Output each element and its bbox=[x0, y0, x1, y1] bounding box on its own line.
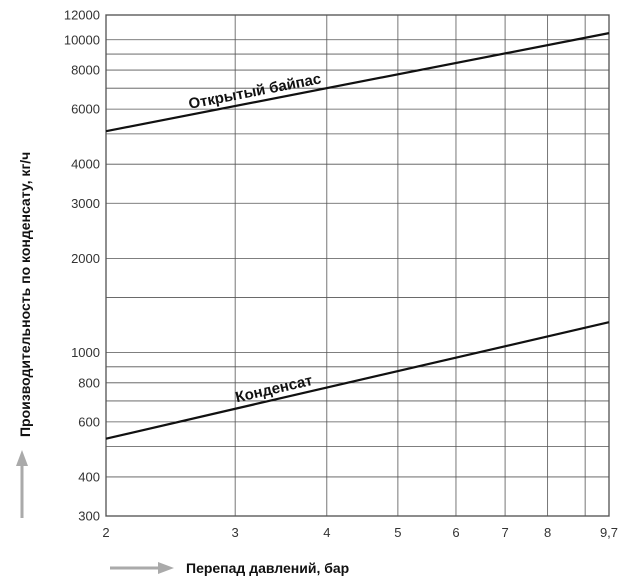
y-tick-label: 6000 bbox=[71, 102, 100, 117]
x-tick-label: 6 bbox=[452, 525, 459, 540]
x-tick-label: 3 bbox=[232, 525, 239, 540]
plot-frame bbox=[105, 14, 610, 517]
y-tick-label: 4000 bbox=[71, 157, 100, 172]
y-axis-title: Производительность по конденсату, кг/ч bbox=[17, 152, 33, 437]
y-tick-label: 800 bbox=[78, 375, 100, 390]
series-line bbox=[105, 321, 610, 440]
y-tick-label: 10000 bbox=[64, 32, 100, 47]
y-tick-label: 1000 bbox=[71, 345, 100, 360]
x-tick-label: 5 bbox=[394, 525, 401, 540]
x-tick-label: 2 bbox=[102, 525, 109, 540]
x-tick-label: 7 bbox=[501, 525, 508, 540]
y-tick-label: 8000 bbox=[71, 63, 100, 78]
y-tick-label: 400 bbox=[78, 469, 100, 484]
y-tick-label: 300 bbox=[78, 509, 100, 524]
y-axis-arrow-icon bbox=[16, 450, 28, 518]
x-tick-label: 8 bbox=[544, 525, 551, 540]
y-tick-label: 3000 bbox=[71, 196, 100, 211]
series-label: Открытый байпас bbox=[187, 70, 322, 112]
tick-layer: 300 400 600 800 1000 2000 3000 4000 6000 8000 1000… bbox=[64, 8, 618, 541]
x-tick-label: 4 bbox=[323, 525, 330, 540]
y-tick-label: 2000 bbox=[71, 251, 100, 266]
x-axis-title: Перепад давлений, бар bbox=[186, 560, 349, 576]
x-axis-arrow-icon bbox=[110, 562, 174, 574]
x-tick-label: 9,7 bbox=[600, 525, 618, 540]
y-tick-label: 600 bbox=[78, 414, 100, 429]
grid-layer bbox=[105, 14, 610, 517]
series-line bbox=[105, 32, 610, 133]
y-tick-label: 12000 bbox=[64, 8, 100, 23]
